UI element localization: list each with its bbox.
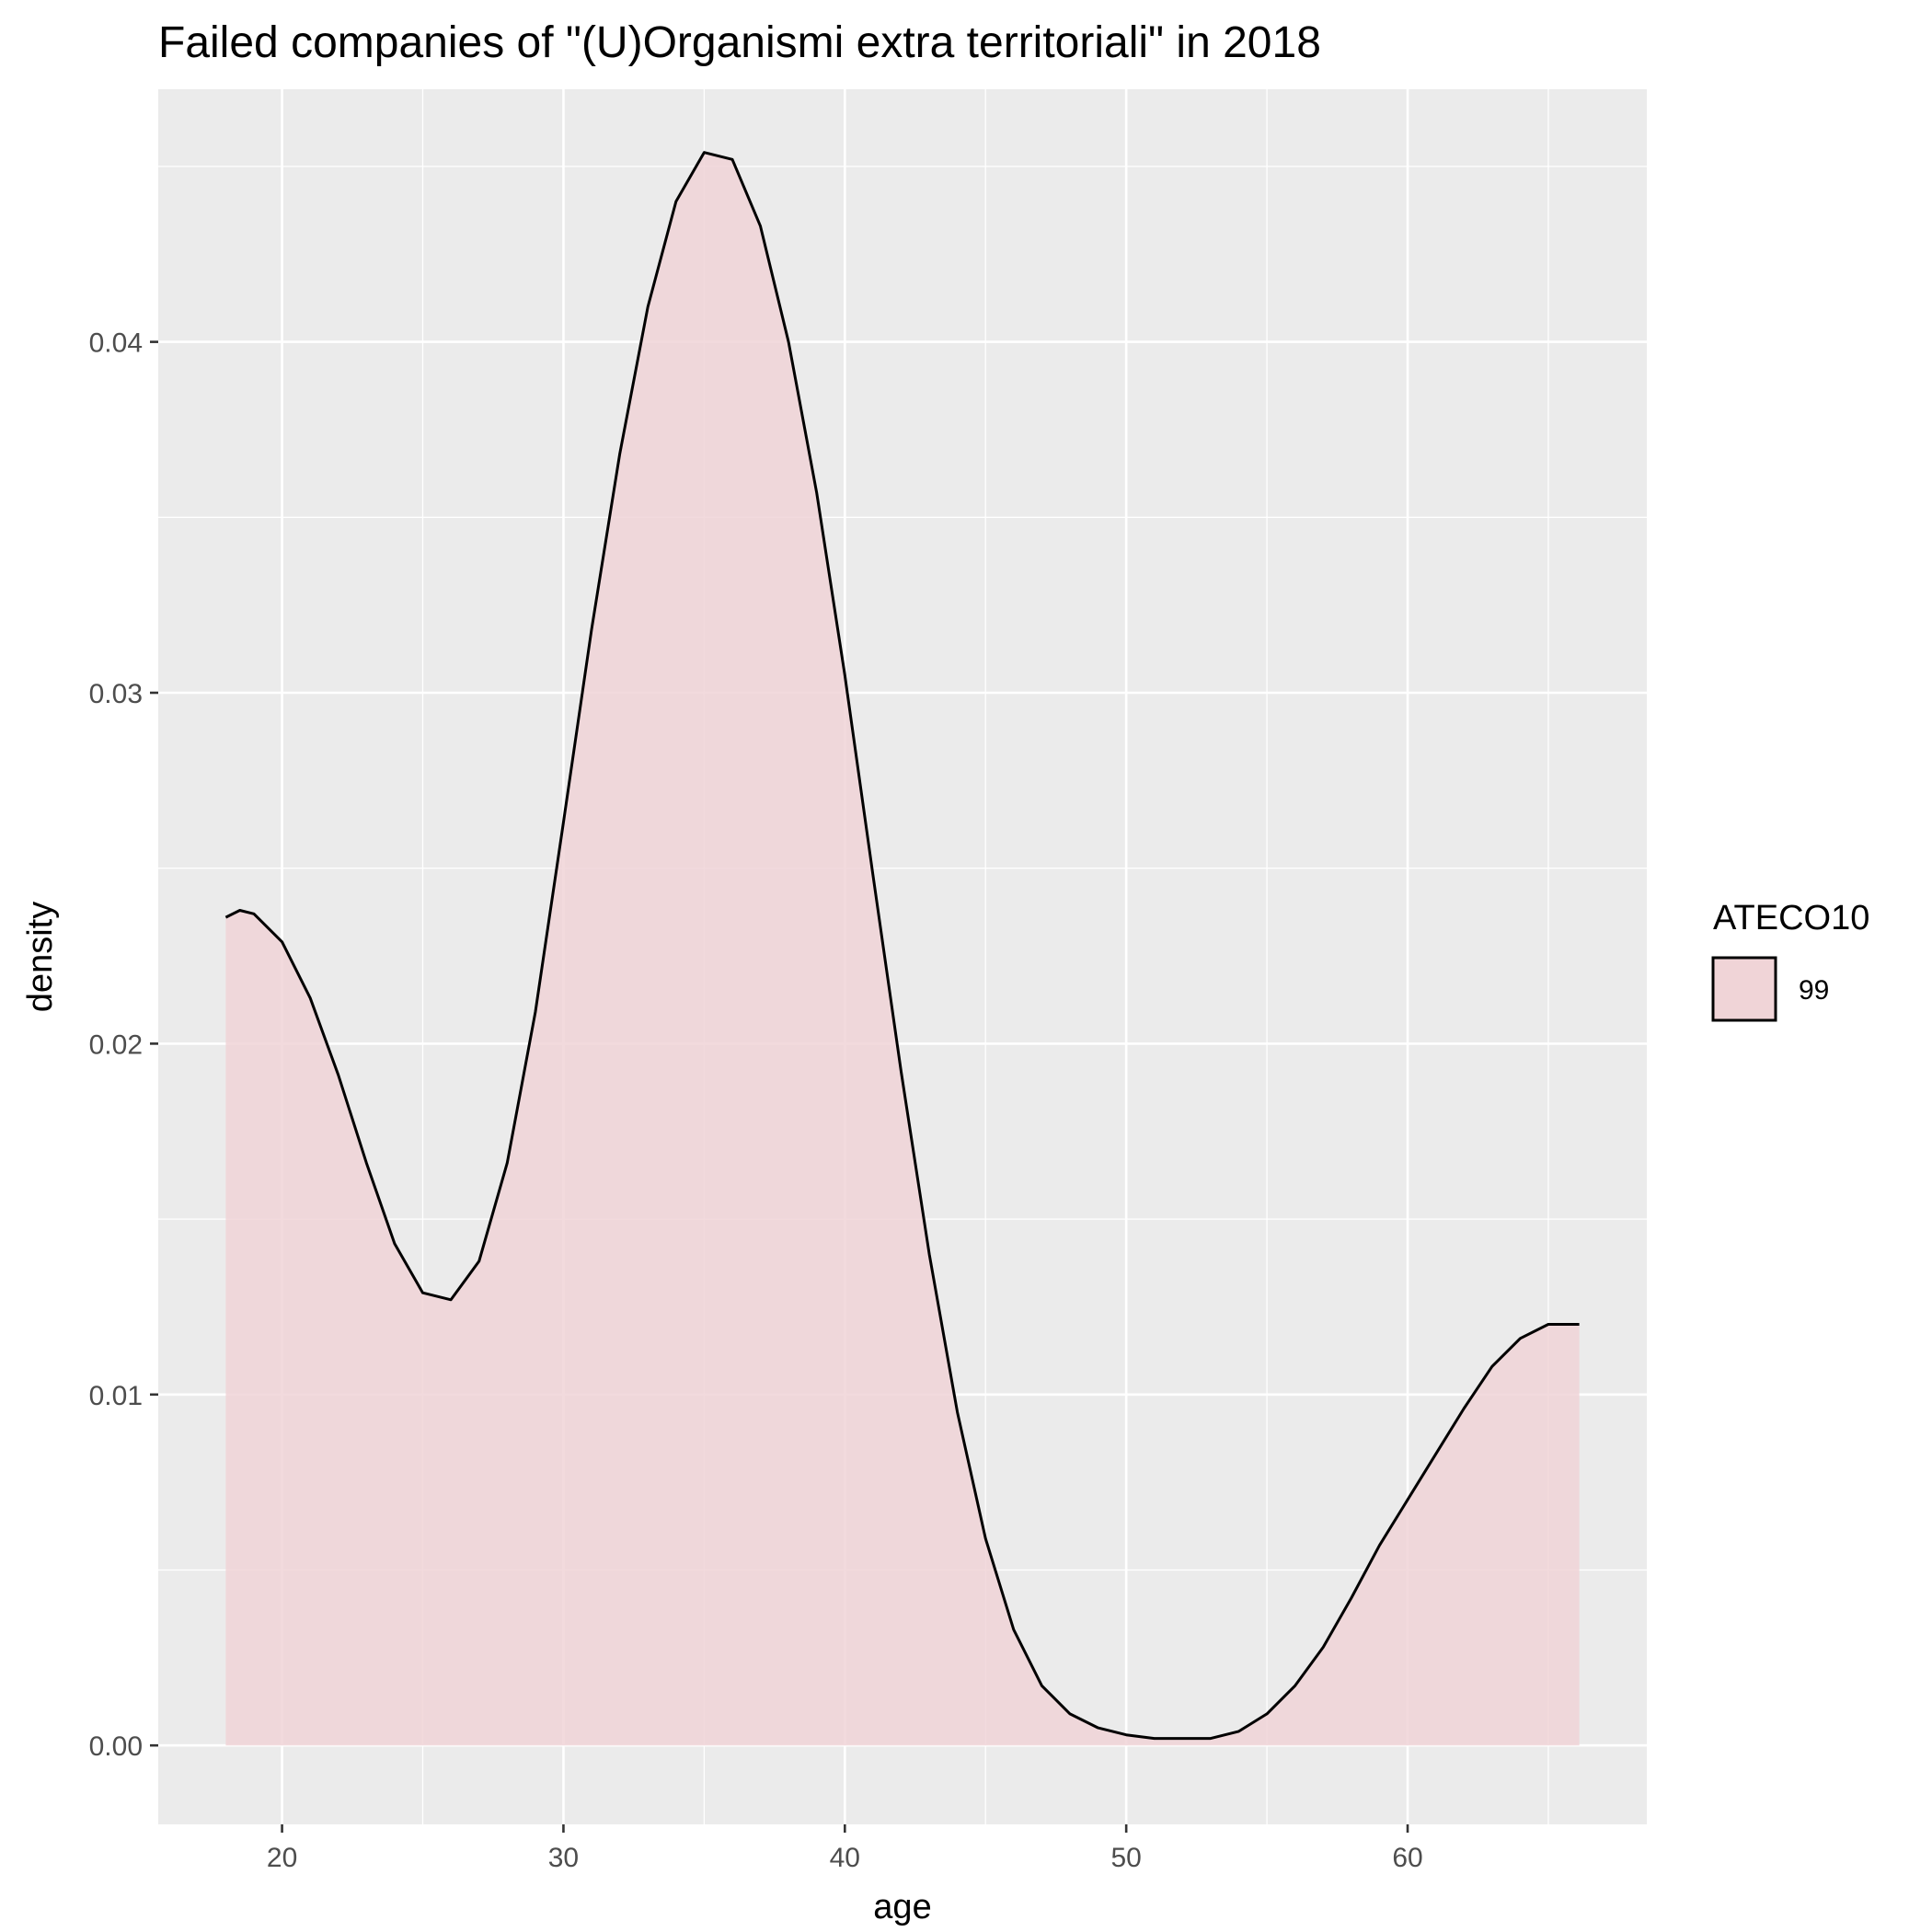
x-axis-title: age: [873, 1888, 931, 1926]
y-tick-label: 0.02: [89, 1029, 143, 1060]
legend-label-99: 99: [1799, 975, 1829, 1006]
y-tick-label: 0.03: [89, 679, 143, 709]
density-line: [224, 151, 1580, 1741]
y-axis-title: density: [21, 902, 60, 1012]
y-axis: 0.00 0.01 0.02 0.03 0.04: [89, 328, 158, 1762]
legend-key-99: [1711, 956, 1777, 1022]
x-tick-label: 30: [548, 1843, 579, 1873]
x-tick-label: 50: [1110, 1843, 1141, 1873]
y-tick-label: 0.00: [89, 1731, 143, 1762]
legend-title: ATECO10: [1713, 899, 1869, 937]
x-tick-label: 40: [830, 1843, 860, 1873]
y-tick-label: 0.01: [89, 1381, 143, 1411]
density-area: [225, 152, 1580, 1746]
legend: ATECO10 99: [1711, 899, 1869, 1022]
x-axis: 20 30 40 50 60: [267, 1824, 1423, 1873]
chart-title: Failed companies of "(U)Organismi extra …: [158, 18, 1321, 67]
density-series: [224, 151, 1580, 1746]
x-tick-label: 20: [267, 1843, 297, 1873]
x-tick-label: 60: [1392, 1843, 1422, 1873]
y-tick-label: 0.04: [89, 328, 143, 359]
